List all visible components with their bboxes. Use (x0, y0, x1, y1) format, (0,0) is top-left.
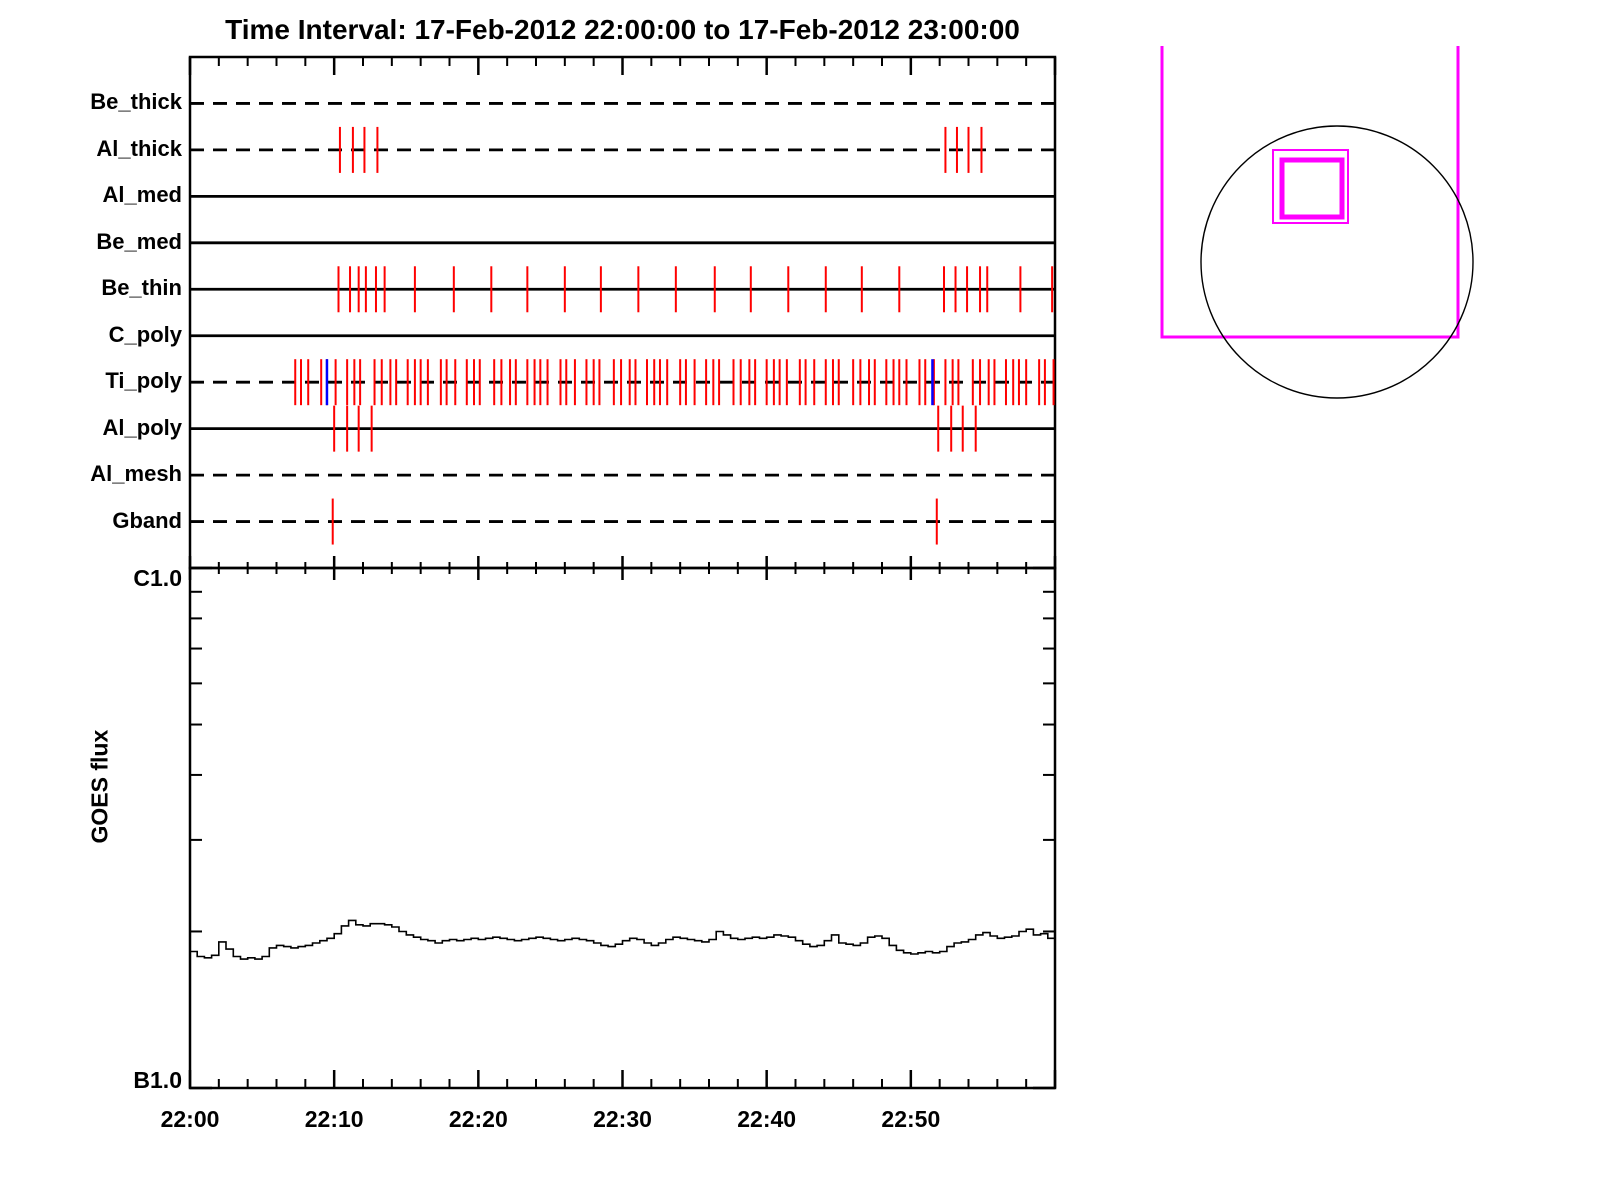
goes-y-top-label: C1.0 (133, 565, 182, 591)
filter-label-al_med: Al_med (102, 182, 182, 208)
goes-y-bottom-label: B1.0 (133, 1067, 182, 1093)
filter-label-gband: Gband (112, 507, 182, 533)
x-tick-label-2250: 22:50 (881, 1106, 941, 1132)
obs-ticks-Be_thin (337, 266, 1054, 313)
goes-flux-curve (190, 919, 1056, 960)
fov-inner-box (1279, 157, 1345, 220)
x-tick-label-2210: 22:10 (304, 1106, 364, 1132)
filter-label-be_thick: Be_thick (90, 89, 182, 115)
chart-title: Time Interval: 17-Feb-2012 22:00:00 to 1… (225, 14, 1020, 45)
fov-outer-frame (1160, 46, 1460, 339)
obs-ticks-Ti_poly (294, 359, 1055, 406)
filter-label-c_poly: C_poly (108, 321, 182, 347)
obs-ticks-Gband (331, 498, 938, 545)
x-tick-label-2220: 22:20 (448, 1106, 508, 1132)
x-tick-label-2230: 22:30 (593, 1106, 652, 1132)
context-fov-graphic (1160, 46, 1474, 399)
x-tick-label-2200: 22:00 (160, 1106, 220, 1132)
obs-ticks-Al_thick (338, 126, 983, 173)
filter-label-be_med: Be_med (96, 228, 182, 254)
filter-label-ti_poly: Ti_poly (105, 368, 182, 394)
x-tick-label-2240: 22:40 (737, 1106, 797, 1132)
obs-ticks-Al_poly (333, 405, 977, 452)
filter-label-be_thin: Be_thin (101, 275, 182, 301)
goes-panel-border (188, 566, 1057, 1090)
solar-limb-circle (1200, 125, 1474, 399)
filter-label-al_poly: Al_poly (102, 414, 182, 440)
goes-panel (188, 566, 1057, 1090)
goes-flux-axis-label: GOES flux (86, 729, 113, 844)
timeline-panel (188, 55, 1057, 1088)
filter-label-al_mesh: Al_mesh (90, 461, 182, 487)
fov-outer-box (1272, 149, 1349, 224)
filter-label-al_thick: Al_thick (96, 135, 182, 161)
timeline-panel-border (188, 55, 1057, 570)
